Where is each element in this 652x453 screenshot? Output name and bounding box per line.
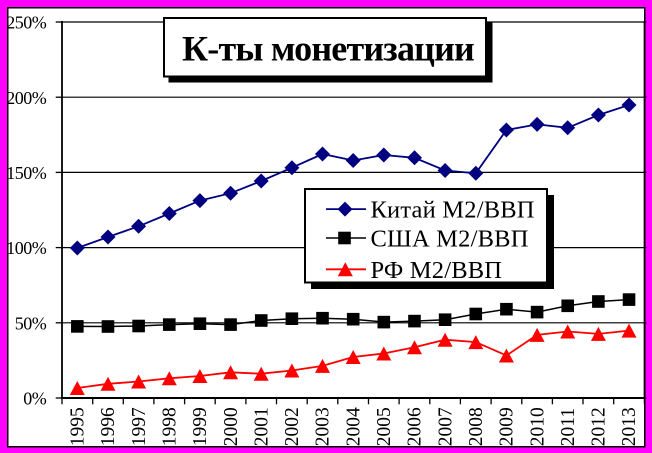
svg-text:2008: 2008: [466, 407, 487, 446]
svg-text:1998: 1998: [160, 407, 181, 446]
svg-text:1995: 1995: [68, 407, 89, 446]
svg-text:2009: 2009: [497, 407, 518, 446]
svg-text:2007: 2007: [435, 407, 456, 446]
svg-text:50%: 50%: [15, 313, 47, 333]
svg-text:2002: 2002: [282, 407, 303, 446]
svg-text:К-ты монетизации: К-ты монетизации: [182, 29, 474, 69]
svg-text:1996: 1996: [98, 407, 119, 446]
svg-text:200%: 200%: [6, 88, 47, 108]
svg-text:2003: 2003: [313, 407, 334, 446]
svg-text:2012: 2012: [589, 407, 610, 446]
svg-text:2006: 2006: [405, 407, 426, 446]
svg-text:250%: 250%: [6, 13, 47, 33]
svg-text:2011: 2011: [558, 408, 579, 446]
svg-text:1997: 1997: [129, 407, 150, 446]
svg-text:2000: 2000: [221, 407, 242, 446]
svg-text:2010: 2010: [527, 407, 548, 446]
svg-text:2001: 2001: [251, 407, 272, 446]
svg-text:2004: 2004: [343, 407, 364, 446]
svg-text:150%: 150%: [6, 163, 47, 183]
svg-text:2013: 2013: [619, 407, 640, 446]
svg-text:РФ М2/ВВП: РФ М2/ВВП: [371, 257, 503, 284]
svg-text:100%: 100%: [6, 238, 47, 258]
svg-text:США М2/ВВП: США М2/ВВП: [371, 226, 529, 253]
svg-text:0%: 0%: [23, 389, 47, 409]
svg-text:Китай М2/ВВП: Китай М2/ВВП: [371, 197, 535, 224]
svg-text:1999: 1999: [190, 407, 211, 446]
svg-text:2005: 2005: [374, 407, 395, 446]
